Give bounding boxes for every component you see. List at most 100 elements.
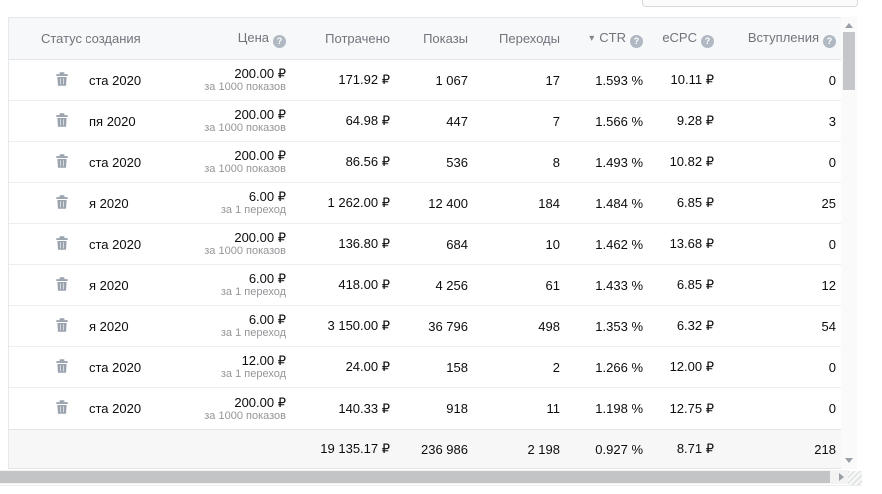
header-ecpc[interactable]: eCPC?	[651, 30, 722, 48]
status-cell	[9, 71, 86, 89]
header-shows[interactable]: Показы	[398, 31, 476, 46]
joins-cell: 54	[821, 318, 836, 334]
ctr-cell: 1.433 %	[595, 277, 643, 293]
help-icon[interactable]: ?	[630, 34, 643, 48]
spent-cell: 24.00 ₽	[345, 359, 390, 374]
header-ecpc-label: eCPC	[662, 29, 697, 45]
resize-grip[interactable]	[848, 471, 862, 485]
ctr-cell: 1.462 %	[595, 236, 643, 252]
price-value: 6.00 ₽	[248, 312, 286, 327]
totals-clicks: 2 198	[527, 441, 560, 457]
ecpc-cell: 10.82 ₽	[669, 154, 714, 169]
price-cell: 12.00 ₽ за 1 переход	[164, 353, 294, 381]
joins-cell: 0	[828, 401, 836, 416]
status-cell	[9, 276, 86, 294]
totals-ecpc: 8.71 ₽	[676, 441, 714, 456]
vertical-scrollbar-thumb[interactable]	[843, 32, 855, 90]
header-created-label: создания	[86, 31, 141, 46]
table-row: пя 2020 200.00 ₽ за 1000 показов 64.98 ₽…	[9, 101, 841, 142]
trash-icon[interactable]	[55, 194, 68, 209]
table-row: я 2020 6.00 ₽ за 1 переход 3 150.00 ₽ 36…	[9, 306, 841, 347]
ctr-cell: 1.198 %	[595, 401, 643, 416]
price-unit: за 1000 показов	[204, 163, 286, 175]
header-ctr[interactable]: ▾ CTR?	[568, 30, 651, 48]
ecpc-cell: 12.75 ₽	[669, 400, 714, 416]
trash-icon[interactable]	[55, 112, 68, 127]
price-cell: 200.00 ₽ за 1000 показов	[164, 107, 294, 135]
sort-desc-icon[interactable]: ▾	[589, 32, 595, 44]
spent-cell: 171.92 ₽	[338, 72, 390, 87]
created-date-cell: я 2020	[89, 277, 129, 293]
header-joins[interactable]: Вступления?	[722, 30, 842, 48]
totals-row: 19 135.17 ₽ 236 986 2 198 0.927 % 8.71 ₽…	[9, 429, 841, 468]
horizontal-scrollbar-thumb[interactable]	[0, 471, 830, 483]
joins-cell: 25	[821, 195, 836, 211]
help-icon[interactable]: ?	[701, 34, 714, 48]
table-row: ста 2020 200.00 ₽ за 1000 показов 86.56 …	[9, 142, 841, 183]
price-value: 200.00 ₽	[234, 66, 286, 81]
vertical-scrollbar[interactable]	[841, 17, 857, 469]
ctr-cell: 1.493 %	[595, 154, 643, 170]
header-price[interactable]: Цена?	[164, 30, 294, 48]
clicks-cell: 498	[538, 318, 560, 334]
trash-icon[interactable]	[55, 235, 68, 250]
shows-cell: 12 400	[428, 195, 468, 211]
price-cell: 6.00 ₽ за 1 переход	[164, 189, 294, 217]
header-status[interactable]: Статус	[9, 31, 86, 46]
clicks-cell: 11	[546, 401, 561, 416]
shows-cell: 158	[446, 359, 468, 375]
header-spent-label: Потрачено	[325, 31, 390, 46]
created-date-cell: я 2020	[89, 195, 129, 211]
price-cell: 6.00 ₽ за 1 переход	[164, 271, 294, 299]
spent-cell: 418.00 ₽	[338, 277, 390, 292]
table-body: ста 2020 200.00 ₽ за 1000 показов 171.92…	[9, 60, 841, 429]
trash-icon[interactable]	[55, 317, 68, 332]
price-unit: за 1000 показов	[204, 122, 286, 134]
scroll-right-icon[interactable]	[839, 473, 844, 481]
created-date-cell: ста 2020	[89, 154, 142, 170]
price-cell: 200.00 ₽ за 1000 показов	[164, 66, 294, 94]
price-unit: за 1000 показов	[204, 409, 286, 422]
trash-icon[interactable]	[55, 153, 68, 168]
shows-cell: 1 067	[435, 72, 468, 88]
header-clicks[interactable]: Переходы	[476, 31, 568, 46]
status-cell	[9, 153, 86, 171]
help-icon[interactable]: ?	[823, 34, 836, 48]
clicks-cell: 8	[552, 154, 560, 170]
header-spent[interactable]: Потрачено	[294, 31, 398, 46]
header-created[interactable]: создания	[86, 31, 164, 46]
trash-icon[interactable]	[55, 400, 68, 414]
header-shows-label: Показы	[423, 31, 468, 46]
spent-cell: 140.33 ₽	[338, 400, 390, 416]
table-row: я 2020 6.00 ₽ за 1 переход 1 262.00 ₽ 12…	[9, 183, 841, 224]
joins-cell: 3	[828, 113, 836, 129]
clicks-cell: 7	[552, 113, 560, 129]
ctr-cell: 1.353 %	[595, 318, 643, 334]
table-row: я 2020 6.00 ₽ за 1 переход 418.00 ₽ 4 25…	[9, 265, 841, 306]
trash-icon[interactable]	[55, 358, 68, 373]
help-icon[interactable]: ?	[273, 34, 286, 48]
shows-cell: 918	[446, 401, 468, 416]
shows-cell: 4 256	[435, 277, 468, 293]
price-unit: за 1000 показов	[204, 245, 286, 257]
ads-table: Статус создания Цена? Потрачено Показы П…	[8, 17, 841, 469]
ecpc-cell: 6.85 ₽	[676, 195, 714, 210]
price-cell: 6.00 ₽ за 1 переход	[164, 312, 294, 340]
shows-cell: 536	[446, 154, 468, 170]
horizontal-scrollbar[interactable]	[0, 470, 848, 484]
price-value: 12.00 ₽	[241, 353, 286, 368]
status-cell	[9, 194, 86, 212]
search-box-partial[interactable]	[642, 0, 858, 7]
scroll-down-icon[interactable]	[845, 458, 853, 463]
price-cell: 200.00 ₽ за 1000 показов	[164, 148, 294, 176]
ecpc-cell: 9.28 ₽	[676, 113, 714, 128]
divider	[0, 485, 862, 486]
clicks-cell: 17	[545, 72, 560, 88]
price-value: 6.00 ₽	[248, 189, 286, 204]
spent-cell: 64.98 ₽	[345, 113, 390, 128]
trash-icon[interactable]	[55, 71, 68, 86]
trash-icon[interactable]	[55, 276, 68, 291]
scroll-up-icon[interactable]	[845, 23, 853, 28]
clicks-cell: 184	[538, 195, 560, 211]
